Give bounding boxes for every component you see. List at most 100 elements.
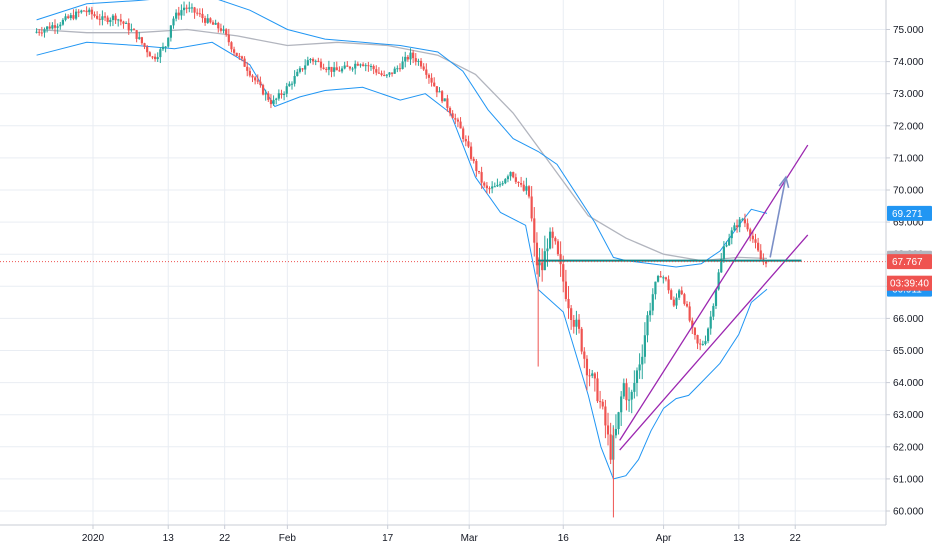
candle-body <box>254 77 257 81</box>
candle-body <box>722 246 725 259</box>
candle-body <box>419 60 423 67</box>
time-axis[interactable]: 2020 13 22 Feb 17 Mar 16 Apr 13 22 <box>0 524 886 550</box>
candle-body <box>454 118 457 120</box>
candle-body <box>96 15 99 19</box>
candle-body <box>90 9 93 15</box>
candle-body <box>670 290 673 300</box>
candle-body <box>577 319 581 329</box>
bollinger-bands <box>36 0 768 480</box>
candle-body <box>749 229 752 236</box>
candle-body <box>496 184 499 187</box>
candle-body <box>404 56 407 62</box>
candle-body <box>301 68 304 70</box>
x-tick-label: 2020 <box>82 533 105 544</box>
candle-body <box>127 22 130 31</box>
channel-upper-line[interactable] <box>619 144 809 441</box>
price-axis[interactable]: 60.000 61.000 62.000 63.000 64.000 65.000 66.0… <box>885 0 932 550</box>
candle-body <box>435 86 438 93</box>
candle-body <box>188 7 191 9</box>
candle-body <box>443 98 446 102</box>
candle-body <box>757 242 760 251</box>
candle-body <box>654 281 657 295</box>
candle-body <box>130 29 133 31</box>
candle-body <box>469 146 473 159</box>
candle-body <box>82 10 86 12</box>
candle-body <box>196 12 199 14</box>
candle-body <box>448 107 452 114</box>
candle-body <box>691 320 694 328</box>
candle-body <box>119 19 122 22</box>
candle-body <box>456 119 460 122</box>
candle-body <box>167 37 170 47</box>
candle-body <box>135 30 138 39</box>
candle-body <box>214 22 217 25</box>
candle-body <box>759 250 762 260</box>
candle-body <box>622 383 625 397</box>
candle-body <box>591 373 594 376</box>
candle-body <box>696 335 699 344</box>
candle-body <box>754 239 757 243</box>
candle-body <box>538 262 541 266</box>
y-tick-label: 70.000 <box>893 186 924 197</box>
candle-body <box>114 15 117 21</box>
time-axis-background <box>0 525 886 550</box>
candle-body <box>354 63 357 69</box>
candle-body <box>64 16 67 20</box>
candle-body <box>40 32 43 34</box>
candle-body <box>85 10 88 13</box>
candle-body <box>641 356 644 365</box>
candle-body <box>493 186 496 188</box>
candle-body <box>201 13 204 19</box>
candle-body <box>593 373 596 379</box>
y-tick-label: 69.000 <box>893 218 924 229</box>
candle-body <box>111 15 115 20</box>
candle-body <box>601 401 604 407</box>
candle-body <box>501 183 504 185</box>
candle-body <box>625 383 628 401</box>
candle-body <box>232 49 236 53</box>
moving-average-line <box>36 28 768 262</box>
candle-body <box>343 65 346 69</box>
candle-body <box>217 22 220 29</box>
price-tag-box <box>887 205 932 221</box>
candle-body <box>735 225 739 228</box>
candle-body <box>327 66 330 70</box>
candle-body <box>390 72 394 74</box>
candle-body <box>93 14 96 16</box>
y-tick-label: 62.000 <box>893 442 924 453</box>
candle-body <box>148 52 151 57</box>
candle-body <box>556 241 560 255</box>
x-tick-label: Mar <box>461 533 479 544</box>
candle-body <box>88 9 91 13</box>
candle-body <box>617 412 620 430</box>
candle-body <box>709 316 712 329</box>
candle-body <box>530 196 533 219</box>
candle-body <box>143 43 146 47</box>
candle-body <box>248 70 251 76</box>
candle-body <box>138 37 141 39</box>
candle-body <box>412 52 415 59</box>
candle-body <box>638 364 641 371</box>
candle-body <box>48 26 51 29</box>
x-tick-label: 13 <box>733 533 745 544</box>
candle-body <box>728 238 731 246</box>
bollinger-upper-line <box>36 0 768 268</box>
candle-body <box>406 56 409 60</box>
candle-body <box>446 98 449 108</box>
y-tick-label: 63.000 <box>893 410 924 421</box>
candle-body <box>362 64 365 66</box>
candle-body <box>69 15 72 19</box>
candle-body <box>240 56 244 59</box>
candle-body <box>664 277 668 280</box>
candle-body <box>372 66 375 70</box>
candle-body <box>206 18 209 23</box>
candle-body <box>314 60 317 62</box>
channel-lower-line[interactable] <box>619 234 809 451</box>
candle-body <box>462 128 465 140</box>
projection-arrow-shaft[interactable] <box>769 177 787 258</box>
candle-body <box>190 7 194 9</box>
candle-body <box>72 15 75 19</box>
